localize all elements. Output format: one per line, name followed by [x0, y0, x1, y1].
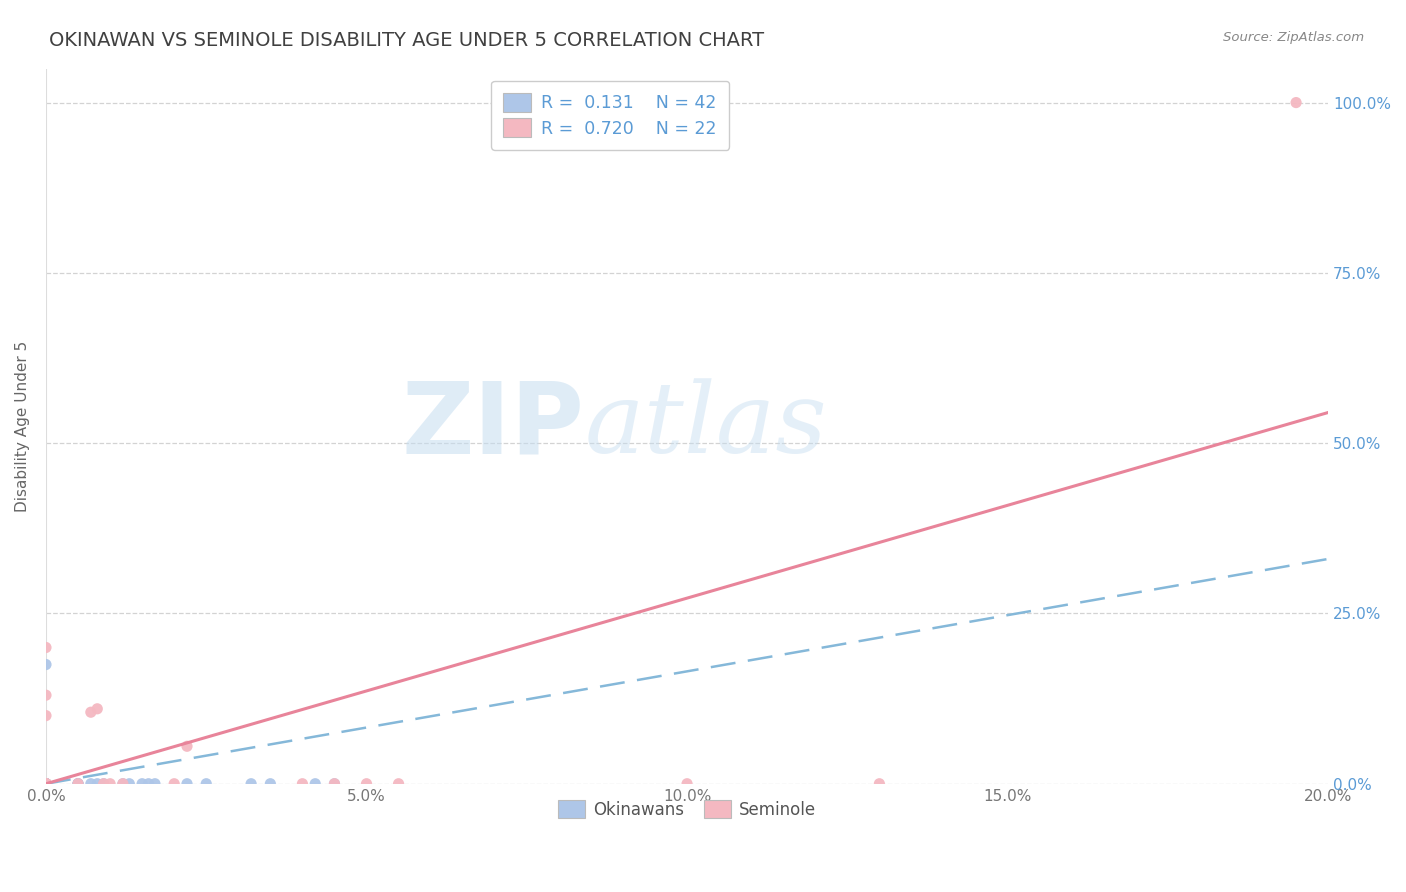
- Point: [35, 777, 58, 791]
- Point: [35, 777, 58, 791]
- Legend: Okinawans, Seminole: Okinawans, Seminole: [551, 794, 823, 825]
- Point: [80, 705, 103, 719]
- Point: [86, 702, 108, 716]
- Point: [143, 777, 166, 791]
- Point: [35, 708, 58, 723]
- Point: [35, 777, 58, 791]
- Point: [868, 777, 890, 791]
- Point: [323, 777, 346, 791]
- Point: [163, 777, 186, 791]
- Point: [35, 688, 58, 702]
- Point: [323, 777, 346, 791]
- Point: [66, 777, 89, 791]
- Point: [35, 777, 58, 791]
- Point: [35, 777, 58, 791]
- Text: Source: ZipAtlas.com: Source: ZipAtlas.com: [1223, 31, 1364, 45]
- Point: [35, 777, 58, 791]
- Point: [35, 777, 58, 791]
- Point: [111, 777, 134, 791]
- Point: [35, 777, 58, 791]
- Point: [80, 777, 103, 791]
- Point: [195, 777, 218, 791]
- Point: [35, 657, 58, 672]
- Point: [111, 777, 134, 791]
- Point: [66, 777, 89, 791]
- Point: [387, 777, 409, 791]
- Text: OKINAWAN VS SEMINOLE DISABILITY AGE UNDER 5 CORRELATION CHART: OKINAWAN VS SEMINOLE DISABILITY AGE UNDE…: [49, 31, 765, 50]
- Point: [35, 777, 58, 791]
- Point: [176, 777, 198, 791]
- Point: [35, 777, 58, 791]
- Point: [35, 777, 58, 791]
- Point: [98, 777, 121, 791]
- Point: [35, 640, 58, 655]
- Point: [35, 777, 58, 791]
- Point: [35, 777, 58, 791]
- Point: [138, 777, 160, 791]
- Point: [259, 777, 281, 791]
- Point: [304, 777, 326, 791]
- Point: [35, 777, 58, 791]
- Point: [118, 777, 141, 791]
- Point: [35, 777, 58, 791]
- Point: [35, 777, 58, 791]
- Point: [35, 777, 58, 791]
- Point: [240, 777, 263, 791]
- Point: [356, 777, 378, 791]
- Point: [35, 777, 58, 791]
- Point: [291, 777, 314, 791]
- Point: [35, 777, 58, 791]
- Point: [131, 777, 153, 791]
- Point: [66, 777, 89, 791]
- Point: [176, 739, 198, 754]
- Point: [35, 777, 58, 791]
- Point: [86, 777, 108, 791]
- Text: ZIP: ZIP: [402, 377, 585, 475]
- Point: [35, 777, 58, 791]
- Text: atlas: atlas: [585, 378, 827, 474]
- Point: [676, 777, 699, 791]
- Point: [35, 777, 58, 791]
- Point: [1285, 95, 1308, 110]
- Point: [35, 777, 58, 791]
- Point: [35, 777, 58, 791]
- Point: [35, 777, 58, 791]
- Point: [93, 777, 115, 791]
- Point: [35, 777, 58, 791]
- Point: [93, 777, 115, 791]
- Point: [35, 777, 58, 791]
- Point: [35, 777, 58, 791]
- Y-axis label: Disability Age Under 5: Disability Age Under 5: [15, 341, 30, 512]
- Point: [66, 777, 89, 791]
